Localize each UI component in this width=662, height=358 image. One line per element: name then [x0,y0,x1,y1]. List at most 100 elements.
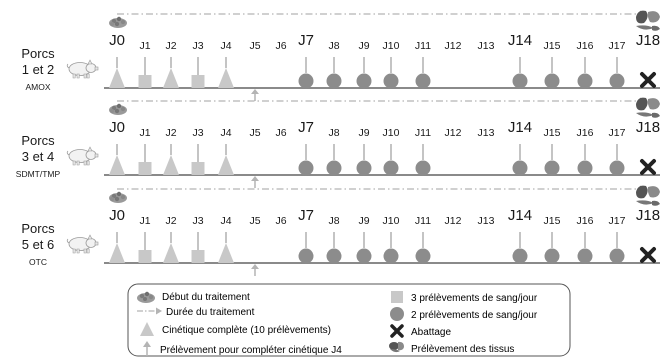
day-label: J16 [577,40,594,52]
triangle-marker [109,68,125,88]
pig-leg [76,248,80,254]
group-line2: 3 et 4 [22,149,55,164]
day-label: J1 [139,127,150,139]
tissue-icon [389,341,404,353]
pig-ear [87,234,93,240]
pig-leg [83,160,87,166]
feed-grain [116,103,122,109]
day-label: J7 [298,119,314,136]
tissue-fat [652,25,660,31]
pig-icon [66,59,99,79]
pig-ear [87,146,93,152]
circle-marker [512,73,528,89]
legend-three-blood: 3 prélèvements de sang/jour [411,293,538,304]
group-line2: 5 et 6 [22,237,55,252]
circle-marker [544,160,560,176]
feed-grain [116,191,122,197]
day-label: J18 [636,207,660,224]
circle-marker [356,160,372,176]
square-marker [191,162,205,175]
tissue-icon [636,10,660,31]
square-marker [138,75,152,88]
day-label: J9 [358,127,369,139]
day-label: J14 [508,32,532,49]
pig-leg [72,248,76,254]
triangle-marker [218,155,234,175]
legend-start-treatment: Début du traitement [162,292,250,303]
feed-grain [109,21,115,27]
triangle-marker [218,68,234,88]
legend-full-kinetics: Cinétique complète (10 prélèvements) [162,325,331,336]
feed-grain [114,21,120,27]
circle-marker [326,160,342,176]
pig-snout [94,241,99,246]
pig-head [85,238,97,248]
pig-leg [83,73,87,79]
group-line2: 1 et 2 [22,62,55,77]
circle-marker [512,160,528,176]
day-label: J0 [109,207,125,224]
day-label: J15 [544,127,561,139]
pig-head [85,150,97,160]
triangle-marker [163,155,179,175]
tissue-kidney [647,186,660,198]
legend-tissue-sample: Prélèvement des tissus [411,344,514,355]
circle-marker [356,248,372,264]
legend-box [127,283,571,357]
dash-arrowhead-icon [156,307,162,315]
circle-marker [383,73,399,89]
day-label: J4 [220,127,231,139]
triangle-marker [218,243,234,263]
day-label: J16 [577,127,594,139]
tissue-liver [636,10,648,24]
group-line1: Porcs [21,133,55,148]
circle-marker [383,248,399,264]
pig-leg [83,248,87,254]
square-icon [391,291,403,303]
pig-leg [72,73,76,79]
circle-marker [609,160,625,176]
up-arrow-head [251,89,259,94]
tissue-kidney [647,11,660,23]
day-label: J18 [636,119,660,136]
feed-grain [114,108,120,114]
feed-grain [114,196,120,202]
circle-marker [415,248,431,264]
tissue-fat [652,200,660,206]
day-label: J11 [415,127,431,139]
legend-two-blood: 2 prélèvements de sang/jour [411,310,538,321]
day-label: J7 [298,32,314,49]
day-label: J14 [508,207,532,224]
pig-leg [72,160,76,166]
day-label: J0 [109,32,125,49]
triangle-marker [163,243,179,263]
feed-grain [120,194,126,200]
day-label: J14 [508,119,532,136]
tissue-liver [636,97,648,111]
day-label: J2 [165,40,176,52]
day-label: J13 [478,215,495,227]
cross-marker [640,159,656,175]
cross-marker [640,72,656,88]
triangle-marker [109,243,125,263]
circle-marker [298,160,314,176]
day-label: J8 [328,40,339,52]
day-label: J2 [165,127,176,139]
cross-marker [640,247,656,263]
day-label: J5 [249,215,260,227]
day-label: J18 [636,32,660,49]
day-label: J0 [109,119,125,136]
day-label: J10 [383,215,400,227]
day-label: J2 [165,215,176,227]
circle-marker [326,73,342,89]
up-arrow-icon [143,341,151,356]
tissue-fat [652,112,660,118]
feed-pile-icon [109,103,127,115]
pig-icon [66,234,99,254]
day-label: J17 [609,40,626,52]
legend: Début du traitement Durée du traitement … [127,283,571,357]
pig-tail [66,238,70,244]
day-label: J17 [609,215,626,227]
